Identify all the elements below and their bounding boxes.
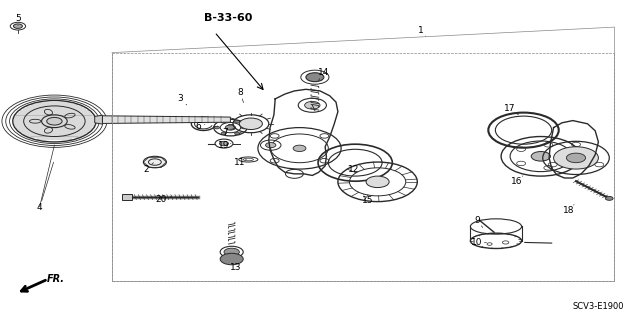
Text: 17: 17 (504, 104, 516, 113)
Circle shape (235, 132, 240, 135)
Text: 8: 8 (237, 88, 243, 97)
Text: 4: 4 (37, 203, 42, 212)
Text: B-33-60: B-33-60 (204, 12, 252, 23)
Text: 2: 2 (143, 165, 148, 174)
Circle shape (566, 153, 586, 163)
Circle shape (239, 118, 262, 130)
Circle shape (221, 132, 227, 135)
Polygon shape (122, 194, 132, 200)
Polygon shape (95, 115, 102, 124)
Text: 7: 7 (223, 128, 228, 137)
Text: 15: 15 (362, 197, 374, 205)
Circle shape (531, 152, 550, 161)
Text: 18: 18 (563, 206, 574, 215)
Circle shape (143, 156, 166, 168)
Polygon shape (102, 116, 230, 123)
Text: 14: 14 (318, 68, 330, 77)
Text: 16: 16 (511, 177, 523, 186)
Circle shape (366, 176, 389, 188)
Text: SCV3-E1900: SCV3-E1900 (573, 302, 624, 311)
Circle shape (306, 73, 324, 82)
Text: FR.: FR. (47, 274, 65, 284)
Circle shape (220, 141, 228, 146)
Text: 6: 6 (196, 122, 201, 131)
Text: 20: 20 (156, 195, 167, 204)
Text: 13: 13 (230, 263, 241, 272)
Text: 11: 11 (234, 158, 246, 167)
Circle shape (13, 24, 22, 28)
Circle shape (235, 121, 240, 123)
Circle shape (214, 126, 220, 129)
Circle shape (241, 126, 246, 129)
Text: 19: 19 (218, 141, 230, 150)
Circle shape (293, 145, 306, 152)
Text: 3: 3 (178, 94, 183, 103)
Text: 1: 1 (419, 26, 424, 35)
Circle shape (266, 143, 276, 148)
Text: 12: 12 (348, 165, 359, 174)
Circle shape (605, 197, 613, 200)
Circle shape (305, 101, 320, 109)
Circle shape (47, 117, 62, 125)
Circle shape (554, 147, 598, 169)
Circle shape (221, 121, 227, 123)
Text: 5: 5 (15, 14, 20, 23)
Text: 10: 10 (471, 238, 483, 247)
Circle shape (224, 248, 239, 256)
Circle shape (220, 253, 243, 265)
Text: 9: 9 (474, 216, 479, 225)
Circle shape (225, 125, 236, 130)
